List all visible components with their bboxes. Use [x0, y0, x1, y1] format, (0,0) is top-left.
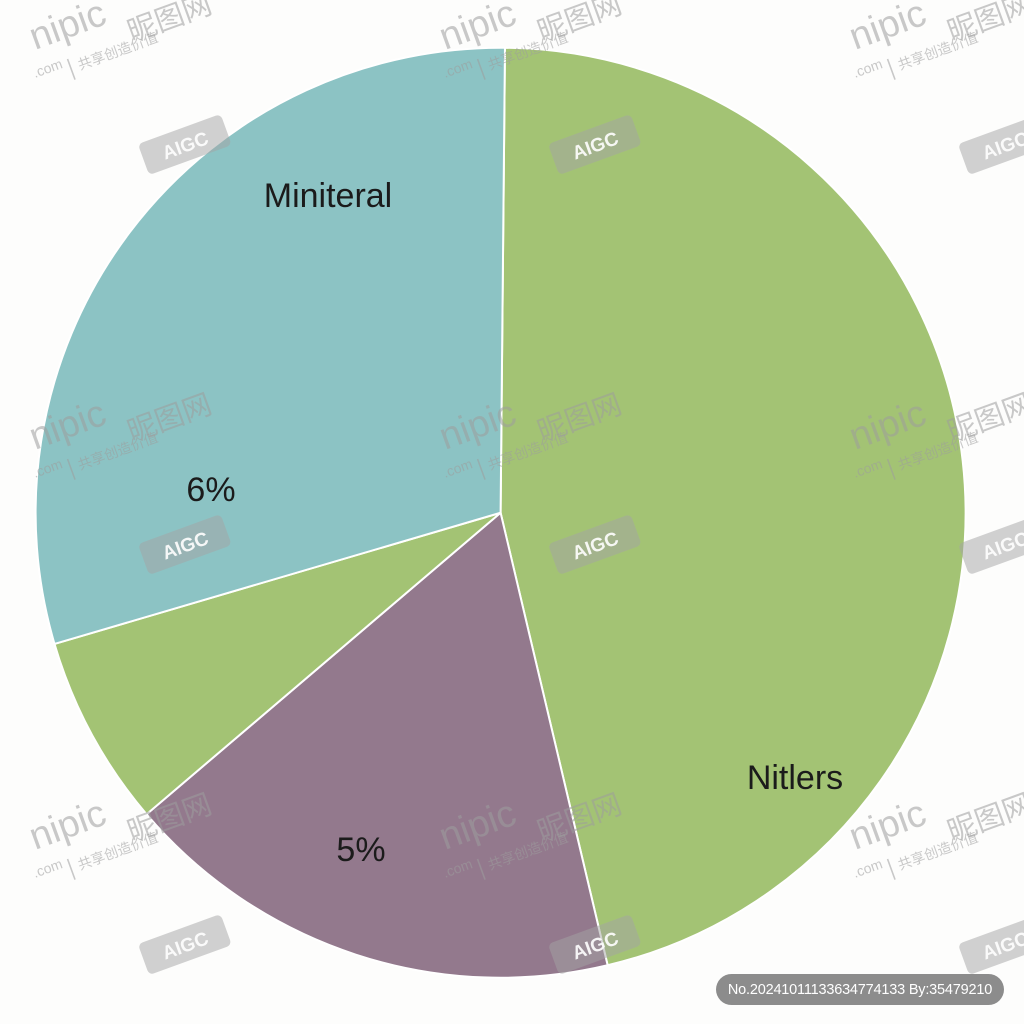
- svg-text:5%: 5%: [336, 831, 385, 869]
- svg-text:Nitlers: Nitlers: [747, 759, 843, 797]
- svg-text:Miniteral: Miniteral: [264, 177, 392, 215]
- svg-text:No.20241011133634774133 By:354: No.20241011133634774133 By:35479210: [728, 982, 992, 998]
- svg-text:6%: 6%: [186, 471, 235, 509]
